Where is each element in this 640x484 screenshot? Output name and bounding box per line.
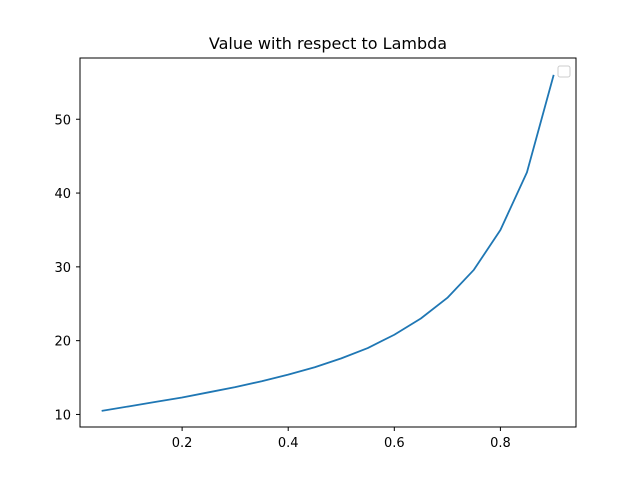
y-tick-label: 50 <box>54 113 71 128</box>
plot-area <box>101 74 555 412</box>
x-tick-label: 0.8 <box>490 436 511 451</box>
legend <box>557 65 571 78</box>
x-tick-label: 0.2 <box>172 436 193 451</box>
x-tick-label: 0.4 <box>278 436 299 451</box>
y-tick-label: 10 <box>54 408 71 423</box>
legend-box <box>557 65 571 78</box>
y-tick-label: 30 <box>54 261 71 276</box>
chart-title: Value with respect to Lambda <box>209 34 447 53</box>
y-tick-label: 20 <box>54 335 71 350</box>
series-line-0 <box>101 74 555 412</box>
y-tick-label: 40 <box>54 187 71 202</box>
x-tick-label: 0.6 <box>384 436 405 451</box>
axes-frame <box>79 57 577 428</box>
axes: 0.2 0.4 0.6 0.8 10 20 30 40 50 <box>54 57 577 451</box>
